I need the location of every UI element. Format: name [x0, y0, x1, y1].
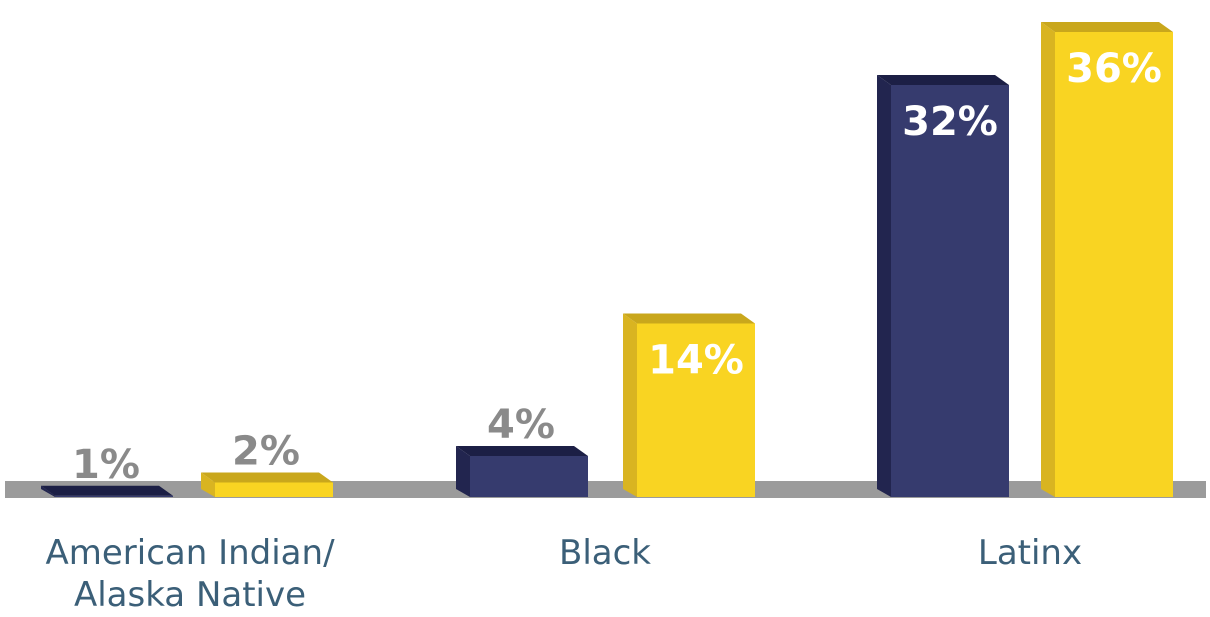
category-label-black: Black [505, 532, 705, 574]
bar-side [1041, 22, 1055, 497]
bar [1055, 32, 1173, 497]
data-label: 4% [487, 402, 555, 448]
bar-top [623, 313, 755, 324]
bar [215, 482, 333, 497]
bar [891, 85, 1009, 497]
bar-side [877, 75, 891, 497]
bar-side [623, 313, 637, 497]
bar-top [1041, 22, 1173, 32]
data-label: 32% [902, 99, 998, 145]
category-label-american-indian: American Indian/ Alaska Native [20, 532, 360, 616]
category-label-line: Black [559, 533, 651, 573]
data-label: 14% [648, 338, 744, 384]
category-label-line: Latinx [977, 533, 1083, 573]
bar-top [41, 485, 173, 496]
bar-side [41, 485, 55, 497]
bar [470, 456, 588, 497]
data-label: 36% [1066, 46, 1162, 92]
bar-top [877, 75, 1009, 85]
baseline-axis [5, 481, 1206, 498]
bar [55, 495, 173, 497]
bar-side [201, 472, 215, 497]
category-label-line: Alaska Native [73, 575, 307, 615]
bar [637, 323, 755, 497]
category-label-latinx: Latinx [930, 532, 1130, 574]
bar-side [456, 446, 470, 497]
bar-top [201, 472, 333, 483]
data-label: 2% [232, 429, 300, 475]
category-label-line: American Indian/ [45, 533, 335, 573]
data-label: 1% [72, 442, 140, 488]
bar-top [456, 446, 588, 456]
